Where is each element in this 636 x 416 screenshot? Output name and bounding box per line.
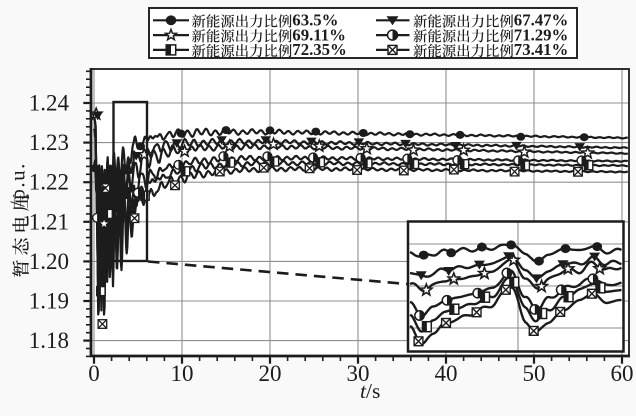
svg-text:1.21: 1.21 [29,209,69,234]
svg-text:71.29%: 71.29% [514,25,569,44]
svg-text:/p.u.: /p.u. [6,162,30,207]
svg-text:40: 40 [435,361,458,386]
svg-text:1.18: 1.18 [29,328,69,353]
svg-text:0: 0 [88,361,100,386]
svg-text:1.19: 1.19 [29,289,69,314]
svg-text:1.24: 1.24 [29,91,70,116]
svg-text:1.22: 1.22 [29,170,69,195]
svg-text:50: 50 [523,361,546,386]
svg-text:60: 60 [611,361,634,386]
svg-text:t/s: t/s [360,379,380,403]
svg-text:67.47%: 67.47% [514,11,569,30]
svg-text:72.35%: 72.35% [292,40,347,59]
svg-text:10: 10 [171,361,194,386]
svg-text:1.20: 1.20 [29,249,69,274]
svg-text:63.5%: 63.5% [292,11,338,30]
svg-text:69.11%: 69.11% [292,25,346,44]
svg-text:73.41%: 73.41% [514,40,569,59]
svg-text:20: 20 [259,361,282,386]
svg-text:1.23: 1.23 [29,130,69,155]
svg-text:30: 30 [347,361,370,386]
